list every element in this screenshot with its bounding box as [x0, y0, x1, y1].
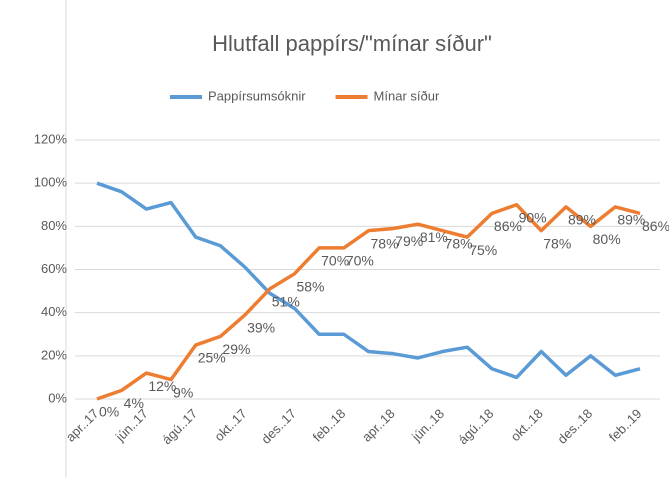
data-label: 81% — [420, 229, 448, 245]
data-label: 70% — [321, 253, 349, 269]
legend-label: Mínar síður — [374, 88, 440, 103]
data-label: 89% — [568, 212, 596, 228]
y-tick-label: 80% — [41, 218, 67, 233]
y-tick-label: 40% — [41, 304, 67, 319]
data-label: 89% — [617, 212, 645, 228]
data-label: 78% — [371, 235, 399, 251]
data-label: 90% — [519, 209, 547, 225]
y-tick-label: 120% — [34, 131, 68, 146]
data-label: 25% — [198, 350, 226, 366]
data-label: 9% — [173, 384, 193, 400]
y-tick-label: 0% — [48, 390, 67, 405]
y-tick-label: 20% — [41, 347, 67, 362]
data-label: 29% — [222, 341, 250, 357]
legend-label: Pappírsumsóknir — [208, 88, 306, 103]
data-label: 75% — [469, 242, 497, 258]
data-label: 39% — [247, 320, 275, 336]
series-line — [96, 203, 641, 401]
data-label: 12% — [148, 378, 176, 394]
data-label: 0% — [99, 404, 119, 420]
chart-title: Hlutfall pappírs/"mínar síður" — [212, 31, 492, 56]
data-label: 78% — [543, 235, 571, 251]
y-tick-label: 100% — [34, 175, 68, 190]
data-label: 86% — [642, 218, 669, 234]
data-label: 51% — [272, 294, 300, 310]
data-label: 70% — [346, 253, 374, 269]
y-tick-label: 60% — [41, 261, 67, 276]
data-label: 58% — [296, 279, 324, 295]
data-label: 4% — [124, 395, 144, 411]
series-line — [96, 181, 641, 380]
data-label: 79% — [395, 233, 423, 249]
data-label: 80% — [593, 231, 621, 247]
data-label: 78% — [445, 235, 473, 251]
data-label: 86% — [494, 218, 522, 234]
